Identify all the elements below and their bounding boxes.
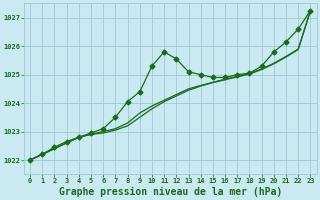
X-axis label: Graphe pression niveau de la mer (hPa): Graphe pression niveau de la mer (hPa): [59, 186, 282, 197]
